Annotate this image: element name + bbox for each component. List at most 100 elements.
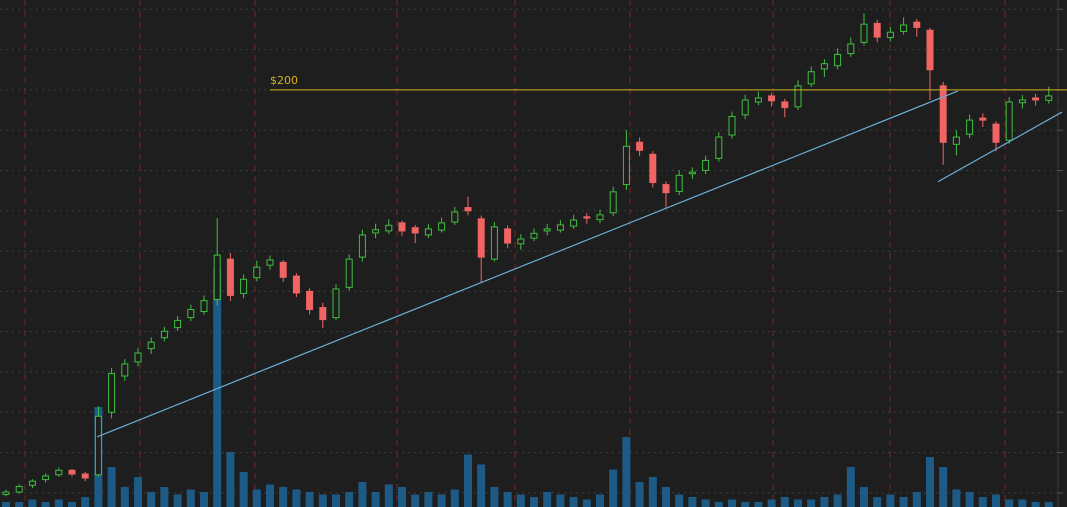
candle-body <box>781 101 789 109</box>
volume-bar <box>266 484 274 507</box>
volume-bar <box>200 492 208 507</box>
volume-bar <box>569 497 578 507</box>
candle-body <box>187 309 195 319</box>
candle-body <box>768 95 776 102</box>
candle-body <box>609 191 617 214</box>
volume-bar <box>186 489 195 507</box>
candle-body <box>688 171 696 175</box>
candle-body <box>398 222 406 232</box>
volume-bar <box>688 497 697 507</box>
candle-body <box>530 232 538 239</box>
volume-bar <box>120 487 129 507</box>
candle-body <box>438 222 446 231</box>
candle-body <box>622 145 630 186</box>
candle-body <box>979 117 987 121</box>
volume-bar <box>912 492 921 507</box>
candle-body <box>992 123 1000 143</box>
volume-bar <box>279 487 288 507</box>
volume-bar <box>767 499 776 507</box>
volume-bar <box>318 494 327 507</box>
volume-bar <box>173 494 182 507</box>
candle-body <box>385 224 393 232</box>
candle-body <box>517 238 525 245</box>
volume-bar <box>939 467 948 507</box>
candle-body <box>266 259 274 266</box>
volume-bar <box>952 489 961 507</box>
candle-body <box>543 228 551 232</box>
candle-body <box>358 234 366 258</box>
candle-body <box>477 218 485 258</box>
volume-bar <box>1018 499 1027 507</box>
candle-body <box>160 330 168 339</box>
candle-body <box>649 153 657 184</box>
volume-bar <box>992 494 1000 507</box>
candle-body <box>847 43 855 55</box>
volume-bar <box>147 492 156 507</box>
volume-bar <box>965 492 974 507</box>
volume-bar <box>675 494 684 507</box>
volume-bar <box>464 454 472 507</box>
volume-bar <box>384 484 393 507</box>
candle-body <box>15 485 23 493</box>
candle-body <box>319 307 327 321</box>
candle-body <box>1005 101 1013 141</box>
volume-bar <box>358 482 367 507</box>
volume-bar <box>648 477 657 507</box>
volume-bar <box>134 477 142 507</box>
volume-bar <box>437 494 446 507</box>
volume-bar <box>292 489 301 507</box>
price-level-label: $200 <box>270 74 298 87</box>
candle-body <box>834 53 842 67</box>
volume-bar <box>450 489 459 507</box>
candle-body <box>55 469 63 476</box>
volume-bar <box>873 497 882 507</box>
volume-bar <box>345 492 354 507</box>
candle-body <box>451 211 459 223</box>
volume-bar <box>609 469 618 507</box>
candle-body <box>952 136 960 145</box>
volume-bar <box>635 482 644 507</box>
candle-body <box>741 99 749 116</box>
volume-bar <box>226 452 235 507</box>
candle-body <box>570 219 578 227</box>
volume-bar <box>596 494 604 507</box>
volume-bar <box>371 492 380 507</box>
candle-body <box>596 214 604 221</box>
volume-bar <box>28 499 37 507</box>
volume-bar <box>398 487 406 507</box>
candle-body <box>292 275 300 294</box>
volume-bar <box>820 497 829 507</box>
candle-body <box>926 29 934 71</box>
volume-bar <box>503 492 512 507</box>
volume-bar <box>490 487 499 507</box>
candle-body <box>556 224 564 231</box>
volume-bar <box>833 494 842 507</box>
candle-body <box>108 373 116 413</box>
candle-body <box>372 229 380 234</box>
candle-body <box>583 216 591 219</box>
candle-body <box>240 278 248 294</box>
candle-body <box>306 290 314 311</box>
volume-bar <box>846 467 855 507</box>
candle-body <box>662 184 670 194</box>
candle-body <box>913 21 921 28</box>
candle-body <box>213 254 221 300</box>
candle-body <box>504 228 512 244</box>
candle-body <box>939 85 947 143</box>
volume-bar <box>332 494 340 507</box>
volume-bar <box>794 499 802 507</box>
candle-body <box>345 258 353 288</box>
volume-bar <box>516 494 525 507</box>
volume-bar <box>411 494 420 507</box>
volume-bar <box>160 487 169 507</box>
candle-body <box>794 85 802 108</box>
candle-body <box>424 228 432 236</box>
candle-body <box>702 159 710 171</box>
volume-bar <box>926 457 934 507</box>
candle-body <box>860 23 868 43</box>
volume-bar <box>305 492 314 507</box>
candle-body <box>200 300 208 313</box>
volume-bar <box>754 502 763 507</box>
